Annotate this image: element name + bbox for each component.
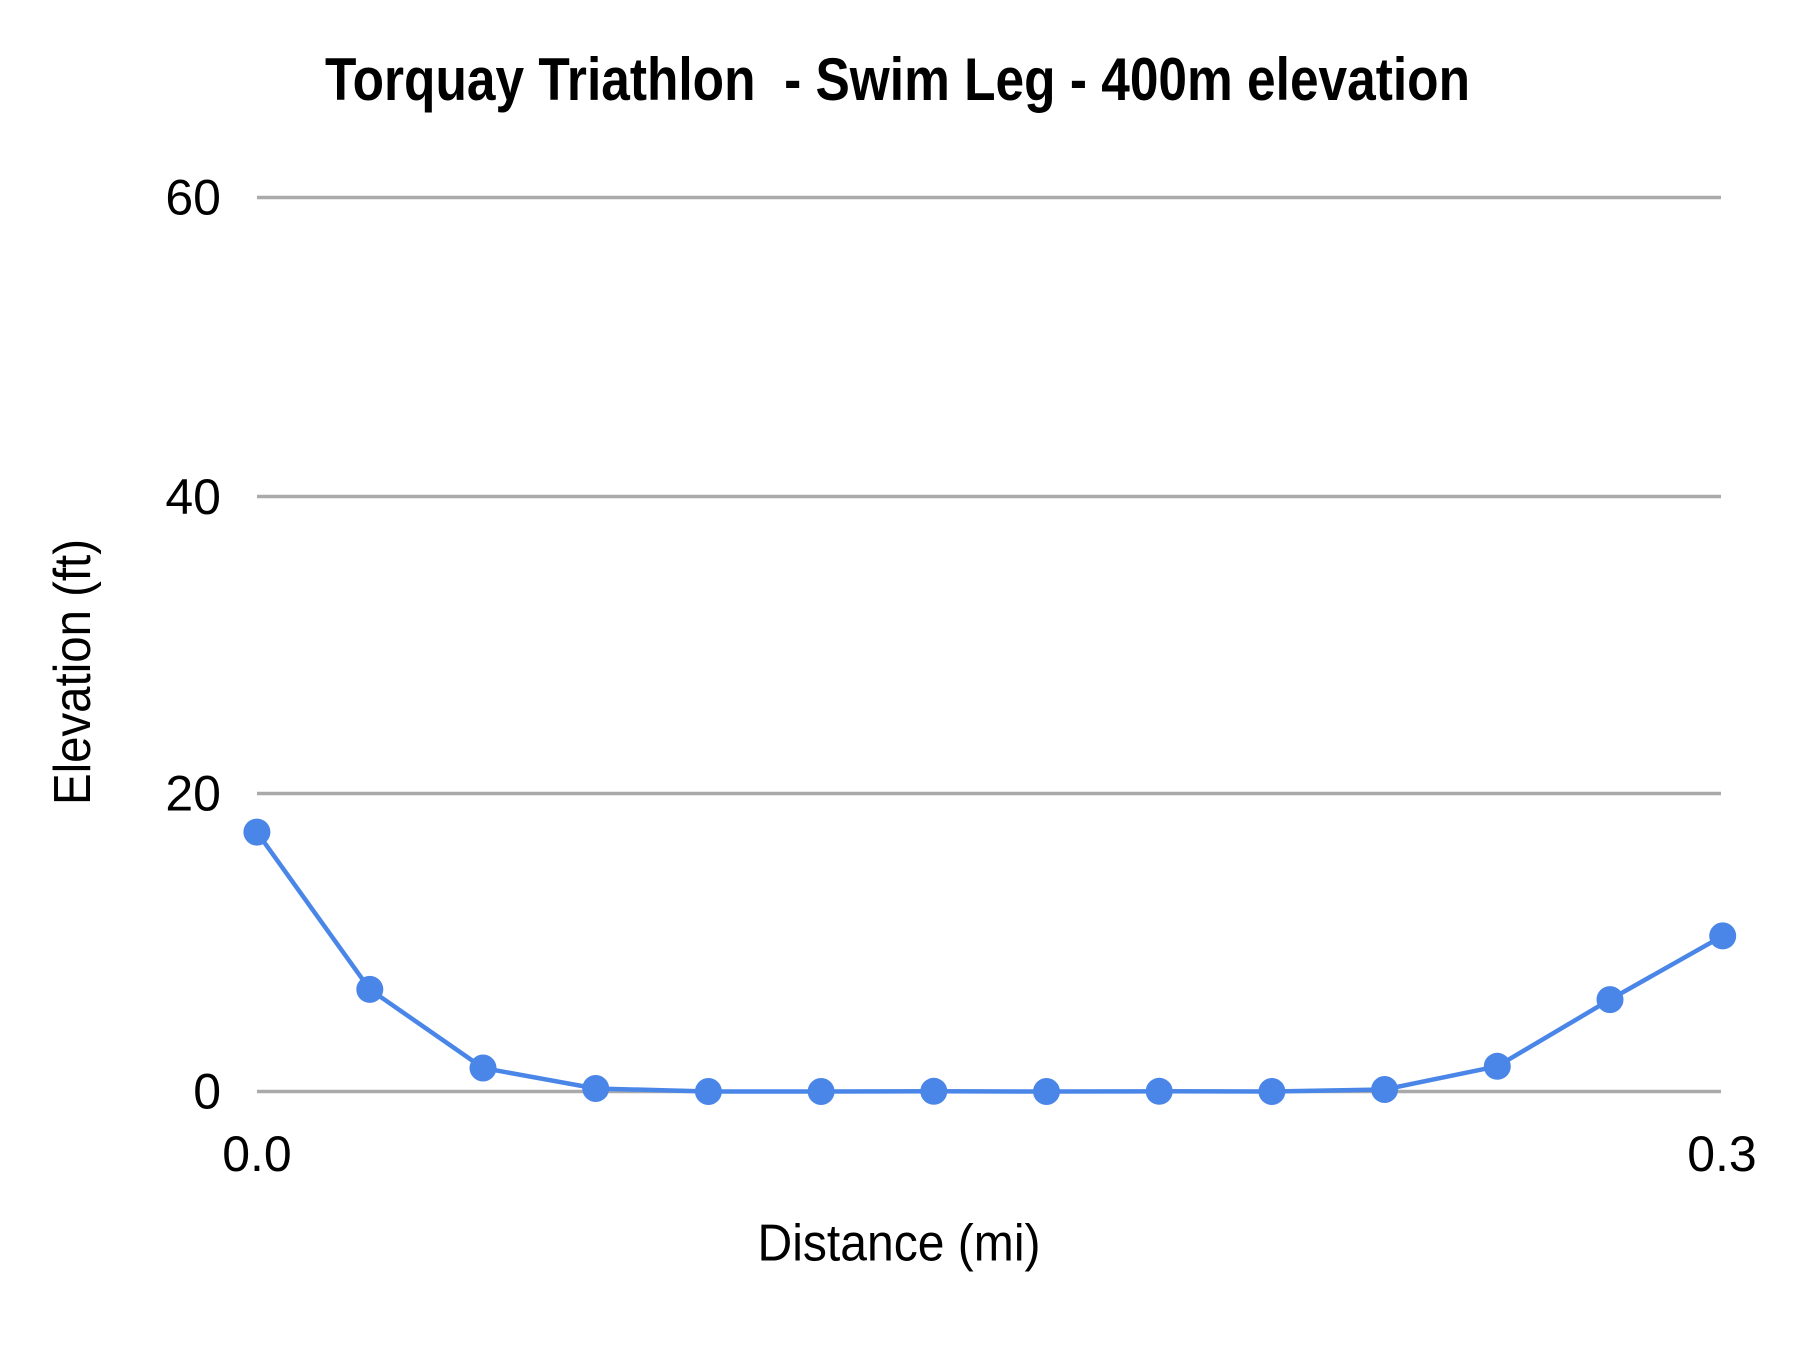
svg-text:0.3: 0.3 [1687, 1126, 1757, 1182]
svg-text:Torquay Triathlon - Swim Leg: Torquay Triathlon - Swim Leg - 400m elev… [325, 46, 1470, 113]
svg-text:0.0: 0.0 [222, 1126, 292, 1182]
svg-text:60: 60 [165, 170, 221, 226]
svg-text:0: 0 [193, 1064, 221, 1120]
svg-text:40: 40 [165, 469, 221, 525]
svg-text:Distance (mi): Distance (mi) [758, 1215, 1041, 1273]
svg-text:20: 20 [165, 766, 221, 822]
svg-text:Elevation (ft): Elevation (ft) [44, 539, 102, 805]
